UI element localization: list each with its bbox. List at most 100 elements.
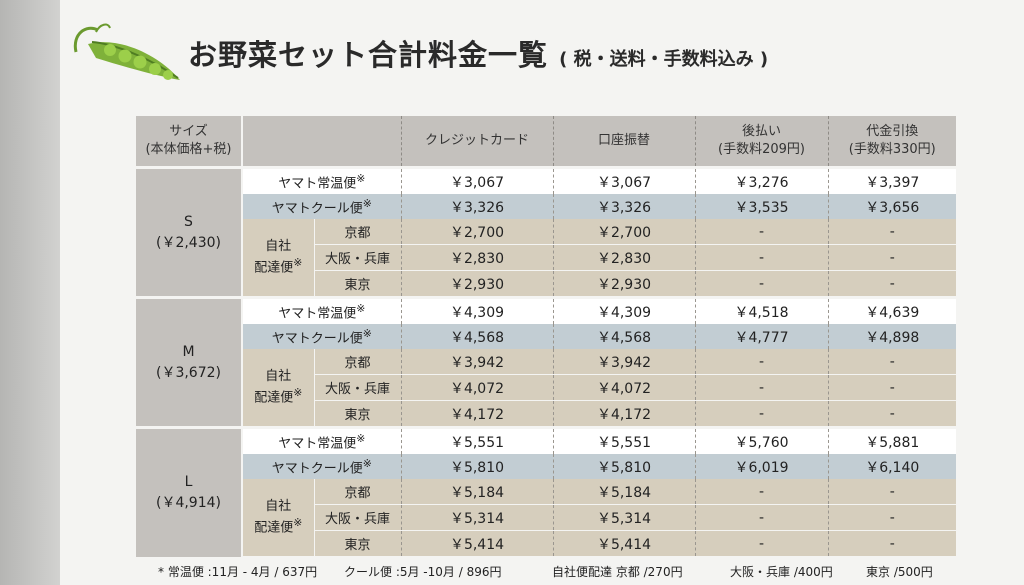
footnote-own: 自社便配達 京都 /270円 [552, 565, 683, 579]
pea-pod-icon [73, 23, 180, 80]
price-cell: ￥4,568 [400, 324, 553, 349]
footnote-osaka: 大阪・兵庫 /400円 [730, 565, 833, 579]
table-row: 大阪・兵庫 ￥5,314 ￥5,314 - - [136, 504, 956, 531]
note-mark: ※ [293, 385, 303, 399]
price-cell: - [694, 479, 828, 505]
price-cell: ￥5,314 [400, 504, 553, 531]
note-mark: ※ [356, 301, 366, 315]
price-cell: - [694, 504, 828, 531]
price-cell: - [694, 374, 828, 401]
size-s-group: S (￥2,430) ヤマト常温便※ ￥3,067 ￥3,067 ￥3,276 … [136, 166, 956, 298]
city-kyoto: 京都 [314, 479, 401, 505]
price-cell: - [694, 530, 828, 557]
price-cell: ￥5,810 [400, 454, 553, 479]
price-cell: ￥5,551 [552, 426, 695, 454]
header-cod: 代金引換 (手数料330円) [827, 116, 956, 168]
price-cell: ￥3,067 [552, 166, 695, 194]
price-cell: ￥5,810 [552, 454, 695, 479]
price-cell: ￥3,326 [400, 194, 553, 219]
price-cell: ￥3,397 [827, 166, 956, 194]
header-postpay-sub: (手数料209円) [718, 142, 805, 157]
own-label: 自社 [265, 239, 292, 255]
page-shadow [0, 0, 60, 585]
price-cell: ￥4,777 [694, 324, 828, 349]
price-cell: ￥4,072 [552, 374, 695, 401]
city-osaka: 大阪・兵庫 [314, 244, 401, 271]
price-cell: - [827, 504, 956, 531]
own-label-2: 配達便※ [254, 255, 303, 276]
price-cell: - [827, 400, 956, 428]
footnote-mark: * [158, 565, 164, 579]
table-row: L (￥4,914) ヤマト常温便※ ￥5,551 ￥5,551 ￥5,760 … [136, 426, 956, 557]
city-osaka: 大阪・兵庫 [314, 504, 401, 531]
method-label: ヤマト常温便 [278, 306, 357, 322]
method-label: ヤマトクール便 [271, 331, 363, 347]
table-row: 自社 配達便※ 京都 ￥3,942 ￥3,942 - - [136, 349, 956, 428]
table-row: ヤマトクール便※ ￥5,810 ￥5,810 ￥6,019 ￥6,140 [136, 454, 956, 479]
size-cell: M (￥3,672) [136, 296, 243, 428]
title-sub: ( 税・送料・手数料込み ) [559, 49, 769, 70]
price-cell: - [827, 244, 956, 271]
method-label: ヤマト常温便 [278, 436, 357, 452]
price-cell: - [694, 349, 828, 375]
header-postpay-label: 後払い [741, 124, 781, 140]
method-normal: ヤマト常温便※ [242, 296, 401, 324]
own-label: 自社 [265, 499, 292, 515]
price-cell: ￥3,942 [400, 349, 553, 375]
table-row: 東京 ￥2,930 ￥2,930 - - [136, 270, 956, 298]
price-cell: ￥2,700 [552, 219, 695, 245]
table-row: ヤマトクール便※ ￥4,568 ￥4,568 ￥4,777 ￥4,898 [136, 324, 956, 349]
note-mark: ※ [356, 171, 366, 185]
method-normal: ヤマト常温便※ [242, 166, 401, 194]
own-delivery-label: 自社 配達便※ [242, 349, 315, 428]
price-cell: ￥3,535 [694, 194, 828, 219]
price-cell: ￥5,184 [400, 479, 553, 505]
header-row: サイズ (本体価格+税) クレジットカード 口座振替 後払い (手数料209円)… [136, 116, 956, 168]
price-cell: ￥6,140 [827, 454, 956, 479]
size-m-group: M (￥3,672) ヤマト常温便※ ￥4,309 ￥4,309 ￥4,518 … [136, 296, 956, 428]
price-cell: ￥5,414 [400, 530, 553, 557]
price-cell: ￥2,830 [552, 244, 695, 271]
city-kyoto: 京都 [314, 349, 401, 375]
size-name: L [184, 473, 193, 490]
table-row: 大阪・兵庫 ￥4,072 ￥4,072 - - [136, 374, 956, 401]
header-credit: クレジットカード [400, 116, 553, 168]
price-cell: ￥5,314 [552, 504, 695, 531]
price-cell: ￥5,184 [552, 479, 695, 505]
price-cell: - [827, 349, 956, 375]
header-method [242, 116, 401, 168]
size-cell: S (￥2,430) [136, 166, 243, 298]
price-cell: - [827, 530, 956, 557]
table-row: 自社 配達便※ 京都 ￥5,184 ￥5,184 - - [136, 479, 956, 557]
price-cell: - [694, 244, 828, 271]
price-cell: ￥4,518 [694, 296, 828, 324]
price-cell: ￥3,942 [552, 349, 695, 375]
method-normal: ヤマト常温便※ [242, 426, 401, 454]
method-label: ヤマトクール便 [271, 201, 363, 217]
header-size-label: サイズ [169, 124, 208, 140]
price-cell: ￥3,656 [827, 194, 956, 219]
table-row: 東京 ￥4,172 ￥4,172 - - [136, 400, 956, 428]
price-cell: - [827, 219, 956, 245]
table-row: 大阪・兵庫 ￥2,830 ￥2,830 - - [136, 244, 956, 271]
price-cell: - [827, 479, 956, 505]
size-price: (￥3,672) [155, 364, 221, 381]
price-cell: ￥2,830 [400, 244, 553, 271]
own-delivery-label: 自社 配達便※ [242, 219, 315, 298]
footnote-tokyo: 東京 /500円 [866, 565, 933, 579]
city-tokyo: 東京 [314, 530, 401, 557]
price-cell: ￥3,067 [400, 166, 553, 194]
price-table: サイズ (本体価格+税) クレジットカード 口座振替 後払い (手数料209円)… [136, 116, 956, 557]
own-label-2: 配達便※ [254, 385, 303, 406]
size-cell: L (￥4,914) [136, 426, 243, 557]
header-cod-label: 代金引換 [866, 124, 919, 140]
header-bank: 口座振替 [552, 116, 695, 168]
header-size: サイズ (本体価格+税) [136, 116, 243, 168]
method-cool: ヤマトクール便※ [242, 194, 401, 219]
own-label: 自社 [265, 369, 292, 385]
own-delivery-label: 自社 配達便※ [242, 479, 315, 557]
price-cell: ￥5,414 [552, 530, 695, 557]
price-cell: - [827, 270, 956, 298]
price-cell: - [694, 270, 828, 298]
method-label: ヤマト常温便 [278, 176, 357, 192]
